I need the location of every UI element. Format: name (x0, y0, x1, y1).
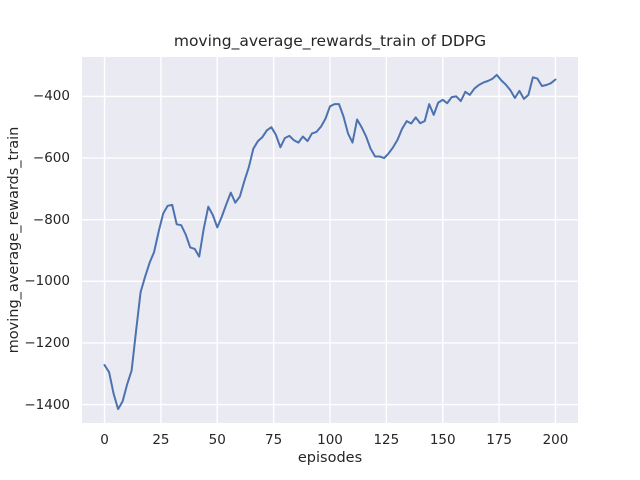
x-tick-label: 175 (486, 432, 512, 448)
y-tick-label: −400 (32, 88, 70, 105)
y-tick-label: −600 (32, 150, 70, 167)
y-tick-label: −1400 (24, 396, 70, 413)
x-tick-label: 75 (265, 432, 283, 448)
plot-area (82, 57, 578, 423)
x-tick-label: 0 (100, 432, 109, 448)
y-tick-label: −1000 (24, 273, 70, 290)
x-tick-label: 200 (542, 432, 569, 448)
x-tick-label: 50 (208, 432, 226, 448)
line-chart-svg (82, 57, 578, 423)
data-line (103, 73, 557, 411)
x-tick-label: 125 (373, 432, 400, 448)
x-tick-label: 150 (429, 432, 456, 448)
x-tick-label: 25 (152, 432, 170, 448)
y-tick-label: −1200 (24, 334, 70, 351)
x-tick-label: 100 (317, 432, 343, 448)
chart-title: moving_average_rewards_train of DDPG (173, 32, 487, 50)
x-axis-label: episodes (297, 450, 363, 466)
y-tick-label: −800 (32, 211, 70, 228)
